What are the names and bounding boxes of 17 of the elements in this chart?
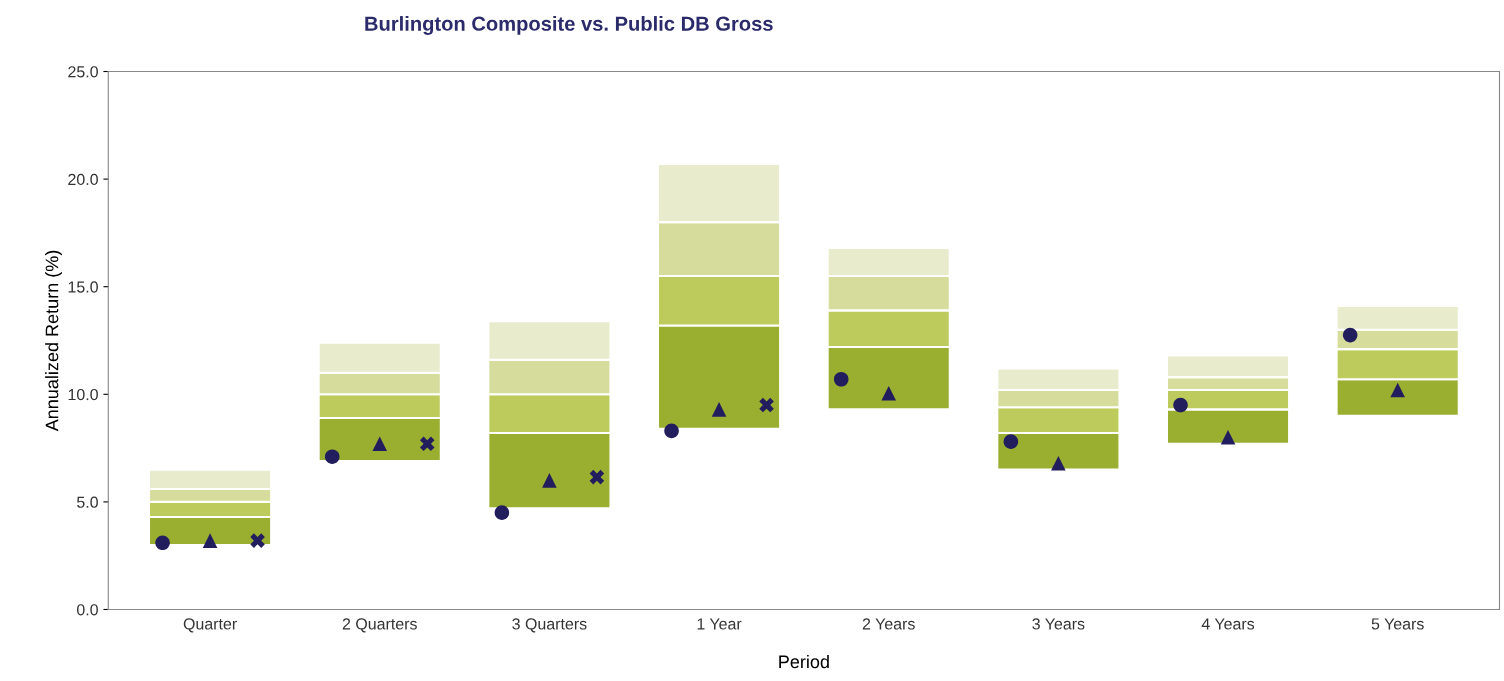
x-axis-title: Period — [779, 654, 829, 669]
x-tick-label: 2 Years — [862, 618, 915, 630]
y-tick-label: 20.0 — [68, 173, 98, 186]
y-tick-label: 10.0 — [68, 388, 98, 401]
x-tick-label: 3 Quarters — [512, 618, 587, 633]
y-tick-label: 5.0 — [77, 496, 98, 508]
chart-title: Burlington Composite vs. Public DB Gross — [365, 16, 773, 35]
x-tick-label: 3 Years — [1032, 618, 1085, 630]
x-tick-label: 2 Quarters — [342, 618, 417, 633]
x-tick-label: 5 Years — [1371, 618, 1424, 630]
x-tick-label: Quarter — [183, 618, 237, 633]
x-tick-label: 1 Year — [697, 618, 742, 630]
y-tick-label: 0.0 — [76, 604, 98, 616]
y-tick-label: 25.0 — [68, 66, 98, 78]
y-tick-label: 15.0 — [68, 281, 98, 293]
y-axis-title: Annualized Return (%) — [45, 250, 62, 432]
x-tick-label: 4 Years — [1201, 618, 1255, 630]
